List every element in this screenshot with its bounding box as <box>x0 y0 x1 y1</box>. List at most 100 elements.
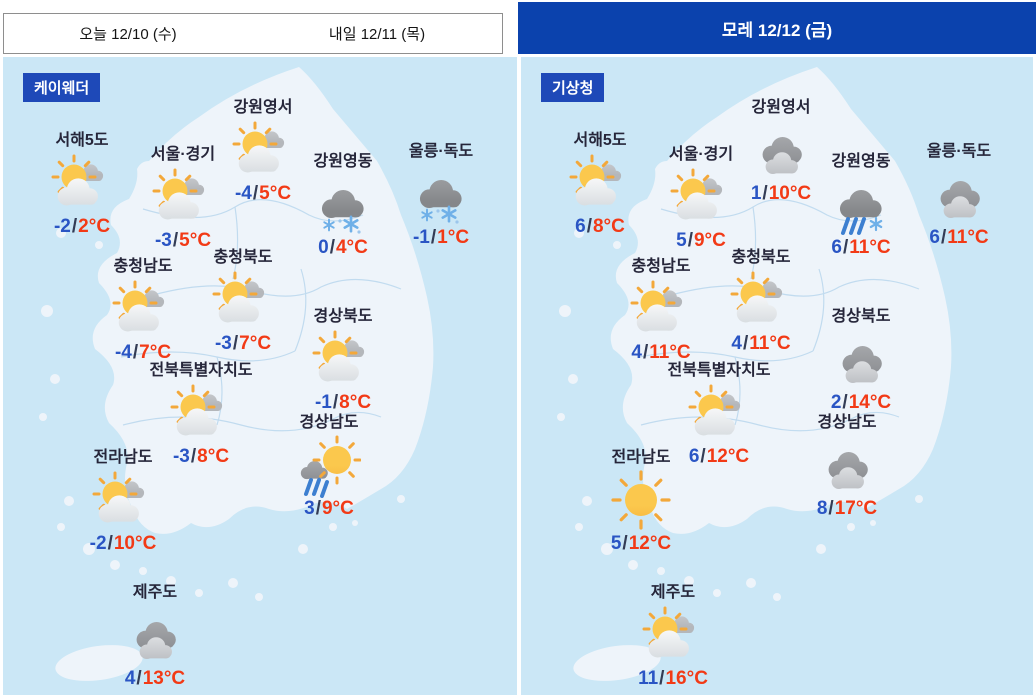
region-name: 충청북도 <box>731 249 791 266</box>
temp-unit: °C <box>447 227 470 248</box>
temp-unit: °C <box>769 333 791 354</box>
temp-high: 14 <box>848 392 870 413</box>
region-name: 경상북도 <box>313 308 373 325</box>
temp-unit: °C <box>346 237 368 258</box>
partly-cloudy-icon <box>641 604 705 668</box>
temp-low: -1 <box>314 392 332 413</box>
partly-cloudy-icon <box>111 278 175 342</box>
cloudy-icon <box>829 328 893 392</box>
region-seoul-gyeonggi: 서울·경기 -3/5°C <box>118 145 248 252</box>
region-name: 울릉·독도 <box>408 143 474 160</box>
temp-low: 4 <box>124 668 136 689</box>
tab-today[interactable]: 오늘 12/10 (수) <box>3 13 253 54</box>
temp-high: 8 <box>197 446 208 467</box>
region-gangwon-yeongdong: 강원영동 6/11°C <box>796 152 926 259</box>
temp-high: 8 <box>592 216 604 237</box>
region-temps: 5/12°C <box>611 533 671 555</box>
region-temps: 6/11°C <box>929 227 988 249</box>
temp-high: 8 <box>339 392 350 413</box>
temp-high: 9 <box>693 230 705 251</box>
temp-unit: °C <box>207 446 230 467</box>
temp-low: -3 <box>214 333 232 354</box>
temp-low: 2 <box>830 392 842 413</box>
temp-unit: °C <box>967 227 989 248</box>
temp-high: 7 <box>239 333 250 354</box>
partly-cloudy-icon <box>50 152 114 216</box>
temp-slash: / <box>132 342 139 363</box>
temp-low: -3 <box>154 230 172 251</box>
region-name: 서울·경기 <box>150 146 216 163</box>
panel-kweather: 케이웨더 서해5도 -2/2°C 서울·경기 -3/5°C 강원영서 -4/5°… <box>3 57 517 695</box>
region-gyeongbuk: 경상북도 2/14°C <box>796 307 926 414</box>
tab-tomorrow[interactable]: 내일 12/11 (목) <box>252 13 503 54</box>
temp-low: -2 <box>89 533 107 554</box>
region-jeonbuk: 전북특별자치도 6/12°C <box>654 361 784 468</box>
temp-high: 1 <box>437 227 448 248</box>
region-temps: 0/4°C <box>318 237 368 259</box>
temp-high: 11 <box>649 342 670 363</box>
temp-slash: / <box>332 392 339 413</box>
region-temps: 6/8°C <box>575 216 625 238</box>
temp-slash: / <box>172 230 179 251</box>
tab-day-after-tomorrow-selected[interactable]: 모레 12/12 (금) <box>518 2 1036 54</box>
temp-slash: / <box>252 183 259 204</box>
temp-slash: / <box>430 227 437 248</box>
region-temps: -4/7°C <box>115 342 171 364</box>
temp-low: -3 <box>172 446 190 467</box>
temp-unit: °C <box>603 216 625 237</box>
temp-unit: °C <box>704 230 726 251</box>
temp-slash: / <box>232 333 239 354</box>
region-name: 강원영동 <box>831 153 891 170</box>
temp-unit: °C <box>669 342 691 363</box>
partly-cloudy-icon <box>169 382 233 446</box>
region-temps: 6/12°C <box>689 446 749 468</box>
region-ulleung-dokdo: 울릉·독도 -1/1°C <box>376 142 506 249</box>
temp-slash: / <box>828 498 834 519</box>
temp-high: 11 <box>947 227 968 248</box>
temp-low: 6 <box>575 216 586 237</box>
region-temps: -2/2°C <box>54 216 110 238</box>
partly-cloudy-icon <box>211 269 275 333</box>
region-name: 경상남도 <box>299 414 359 431</box>
temp-unit: °C <box>269 183 292 204</box>
temp-slash: / <box>190 446 197 467</box>
temp-low: 4 <box>731 333 742 354</box>
region-name: 서울·경기 <box>668 146 734 163</box>
temp-high: 12 <box>706 446 728 467</box>
region-gangwon-yeongseo: 강원영서 -4/5°C <box>198 98 328 205</box>
region-jeonnam: 전라남도 5/12°C <box>576 448 706 555</box>
temp-unit: °C <box>332 498 354 519</box>
temp-slash: / <box>71 216 78 237</box>
temp-high: 5 <box>179 230 190 251</box>
region-name: 충청남도 <box>631 258 691 275</box>
temp-high: 17 <box>834 498 856 519</box>
temp-slash: / <box>586 216 592 237</box>
cloudy-icon <box>123 604 187 668</box>
region-jeju: 제주도 11/16°C <box>608 583 738 690</box>
rain-snow-icon <box>829 173 893 237</box>
partly-cloudy-icon <box>568 152 632 216</box>
partly-cloudy-icon <box>91 469 155 533</box>
snow-icon <box>311 173 375 237</box>
temp-slash: / <box>842 237 849 258</box>
temp-low: 8 <box>816 498 828 519</box>
temp-high: 9 <box>321 498 333 519</box>
region-name: 서해5도 <box>55 132 109 149</box>
region-seoul-gyeonggi: 서울·경기 5/9°C <box>636 145 766 252</box>
region-temps: 6/11°C <box>831 237 890 259</box>
region-jeonnam: 전라남도 -2/10°C <box>58 448 188 555</box>
temp-low: 5 <box>610 533 622 554</box>
region-name: 제주도 <box>132 584 178 601</box>
temp-unit: °C <box>349 392 372 413</box>
region-chungnam: 충청남도 4/11°C <box>596 257 726 364</box>
temp-low: 11 <box>638 668 659 689</box>
region-seohae5do: 서해5도 6/8°C <box>535 131 665 238</box>
region-name: 충청북도 <box>213 249 273 266</box>
region-name: 강원영서 <box>233 99 293 116</box>
temp-slash: / <box>107 533 113 554</box>
region-gangwon-yeongdong: 강원영동 0/4°C <box>278 152 408 259</box>
region-chungnam: 충청남도 -4/7°C <box>78 257 208 364</box>
temp-high: 16 <box>665 668 687 689</box>
region-temps: -2/10°C <box>90 533 157 555</box>
temp-unit: °C <box>135 533 157 554</box>
